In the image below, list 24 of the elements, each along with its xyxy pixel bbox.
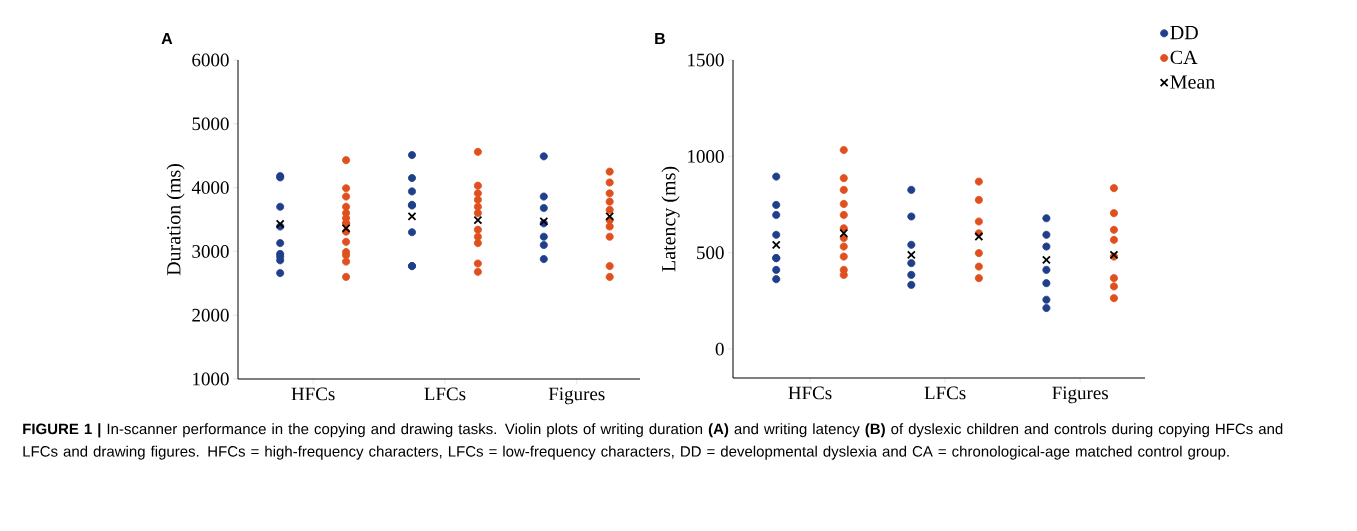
y-tick-label: 5000: [192, 117, 229, 131]
x-tick-label: HFCs: [291, 387, 335, 401]
y-tick-label: 4000: [191, 181, 229, 195]
text: FIGURE 1 | In-scanner performance in the copying and drawing tasks. Violin plots of writing duration (A) and writing latency (B) of dyslexic children and controls during copying HFCs and LFCs and drawing figures. HFCs = high-frequency characters, LFCs = low-frequency characters, DD = developmental dyslexia and CA = chronological-age matched control group.: [23, 423, 1283, 460]
y-axis-title: Duration (ms): [166, 164, 185, 276]
y-axis-title: Latency (ms): [661, 166, 680, 272]
y-tick-label: 1500: [688, 53, 724, 67]
chart-title: A: [161, 33, 173, 45]
legend-label: DD: [1170, 26, 1198, 40]
y-tick-label: 6000: [192, 53, 229, 67]
x-tick-label: LFCs: [424, 387, 466, 401]
y-tick-label: 500: [697, 246, 724, 260]
chart-title: B: [655, 33, 665, 45]
legend-label: CA: [1170, 50, 1198, 65]
y-tick-label: 2000: [192, 308, 229, 322]
y-tick-label: 1000: [688, 149, 724, 163]
y-tick-label: 1000: [193, 372, 229, 386]
x-tick-label: Figures: [548, 387, 605, 405]
x-tick-label: Figures: [1052, 386, 1108, 404]
x-tick-label: LFCs: [924, 386, 966, 400]
y-tick-label: 3000: [192, 245, 229, 258]
legend-label: Mean: [1170, 75, 1215, 89]
x-tick-label: HFCs: [788, 386, 832, 400]
y-tick-label: 0: [715, 342, 724, 356]
